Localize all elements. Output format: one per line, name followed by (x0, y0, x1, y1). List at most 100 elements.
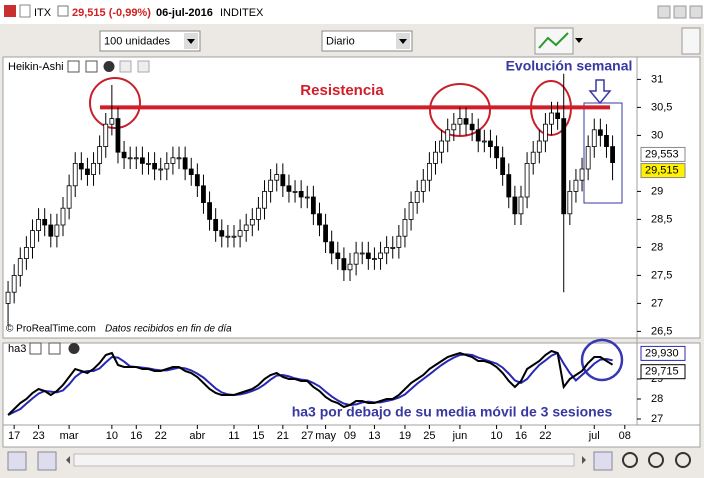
candle-body (365, 252, 371, 259)
candle-body (384, 246, 390, 254)
candle-body (152, 162, 158, 170)
candle-body (573, 179, 579, 192)
arrow-glyph (399, 39, 407, 44)
price-label-box (640, 146, 686, 162)
candle-body (280, 174, 286, 187)
candle-body (85, 168, 90, 175)
candle-body (353, 252, 359, 265)
tool-icon[interactable] (7, 451, 27, 471)
candle-body (115, 118, 121, 153)
zoom-in-icon[interactable] (675, 452, 691, 468)
arrow-glyph (187, 39, 195, 44)
x-tick-label: 22 (155, 430, 167, 442)
candle-body (426, 162, 432, 181)
maximize-button[interactable] (673, 5, 687, 19)
candle-body (286, 185, 292, 192)
candle-body (543, 123, 548, 142)
zoom-out-icon[interactable] (648, 452, 664, 468)
units-dropdown[interactable] (99, 30, 201, 52)
candle-body (262, 190, 267, 209)
candle-body (42, 218, 48, 226)
candle-body (146, 162, 151, 165)
close-icon[interactable] (103, 61, 115, 72)
candle-body (585, 146, 591, 170)
y-tick-label: 26,5 (651, 325, 672, 337)
candle-body (445, 129, 451, 142)
move-icon[interactable] (137, 60, 150, 73)
candle-body (506, 174, 512, 198)
candle-body (475, 129, 481, 142)
tool-button[interactable] (681, 27, 701, 55)
arrow-glyph (575, 38, 583, 43)
y-tick-label: 31 (651, 73, 663, 85)
x-tick-label: 11 (228, 430, 239, 442)
x-tick-label: 21 (277, 430, 289, 442)
candle-body (237, 230, 243, 237)
candle-body (91, 162, 96, 175)
highlight-circle (580, 338, 624, 382)
chart-type-button[interactable] (534, 27, 574, 55)
footer-source: © ProRealTime.com (6, 324, 96, 335)
candle-body (335, 252, 341, 259)
date: 06-jul-2016 (156, 7, 213, 19)
candle-body (341, 258, 347, 271)
series-line (7, 351, 613, 416)
candle-body (304, 196, 310, 199)
candle-body (420, 179, 426, 192)
candle-body (48, 224, 54, 237)
candle-body (225, 235, 231, 238)
candle-body (530, 151, 536, 164)
candle-body (256, 207, 261, 220)
candle-body (243, 224, 249, 231)
candle-body (274, 174, 280, 181)
candle-body (488, 140, 493, 147)
candle-body (579, 168, 585, 181)
tool-icon[interactable] (593, 451, 613, 471)
candle-body (170, 157, 176, 164)
y-tick-label: 28,5 (651, 213, 672, 225)
candle-body (555, 112, 561, 119)
last-value-box (640, 345, 686, 361)
x-tick-label: abr (189, 430, 205, 442)
candle-body (561, 118, 567, 215)
window-icon[interactable] (48, 342, 61, 355)
minimize-button[interactable] (657, 5, 671, 19)
series-line (7, 349, 614, 416)
close-icon[interactable] (68, 343, 80, 354)
candle-body (72, 162, 78, 187)
candle-body (66, 185, 72, 209)
scrollbar[interactable] (73, 453, 575, 467)
x-tick-label: 08 (619, 430, 631, 442)
candle-body (78, 162, 84, 170)
period-dropdown[interactable] (321, 30, 413, 52)
candle-body (268, 179, 274, 192)
move-icon[interactable] (119, 60, 132, 73)
candle-body (567, 190, 573, 215)
candle-body (103, 123, 109, 147)
y-tick-label: 27 (651, 297, 663, 309)
window-icon[interactable] (85, 60, 98, 73)
candle-body (378, 252, 383, 259)
scroll-left[interactable] (66, 456, 70, 464)
candle-body (5, 291, 11, 304)
x-tick-label: 15 (252, 430, 264, 442)
x-tick-label: mar (60, 430, 79, 442)
arrow (588, 79, 612, 105)
annotation: Evolución semanal (506, 58, 633, 74)
highlight-circle (89, 77, 141, 129)
panel-title: ha3 (8, 343, 26, 355)
x-tick-label: 16 (130, 430, 142, 442)
candle-body (329, 241, 335, 254)
scroll-right[interactable] (582, 456, 586, 464)
candle-body (97, 146, 103, 164)
candle-body (23, 246, 29, 259)
panel-title: Heikin-Ashi (8, 61, 64, 73)
x-tick-label: 10 (490, 430, 502, 442)
tool-icon[interactable] (37, 451, 57, 471)
settings-icon[interactable] (29, 342, 42, 355)
close-button[interactable] (689, 5, 703, 19)
annotation: ha3 por debajo de su media móvil de 3 se… (292, 404, 613, 420)
settings-icon[interactable] (67, 60, 80, 73)
zoom-icon[interactable] (622, 452, 638, 468)
candle-body (390, 246, 396, 249)
